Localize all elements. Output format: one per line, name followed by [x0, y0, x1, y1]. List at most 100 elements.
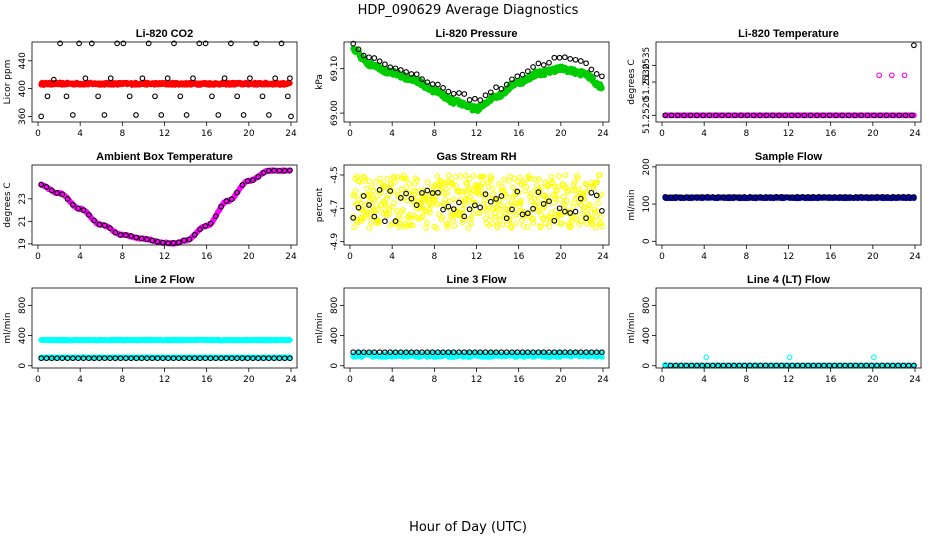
data-point — [370, 187, 377, 194]
data-point — [369, 196, 376, 203]
data-point — [278, 40, 285, 47]
data-point — [517, 200, 524, 206]
data-point — [572, 208, 579, 215]
data-point — [91, 217, 97, 224]
x-tick-label: 4 — [77, 252, 83, 262]
data-point — [372, 179, 379, 185]
data-point — [165, 240, 172, 247]
data-point — [492, 214, 498, 220]
x-tick-label: 12 — [159, 129, 170, 139]
data-point — [128, 233, 134, 239]
data-point — [397, 216, 403, 223]
data-point — [511, 175, 518, 182]
data-point — [112, 229, 119, 236]
data-point — [265, 167, 272, 174]
series-outliers — [876, 72, 908, 79]
data-point — [439, 214, 446, 220]
data-point — [564, 197, 570, 204]
data-point — [814, 112, 820, 119]
x-tick-label: 12 — [471, 252, 482, 262]
data-point — [911, 42, 917, 49]
data-point — [202, 40, 209, 47]
x-tick-label: 24 — [909, 252, 921, 262]
data-point — [250, 177, 256, 184]
data-point — [95, 93, 101, 100]
data-point — [117, 232, 124, 238]
data-point — [376, 58, 383, 65]
data-point — [479, 180, 486, 187]
data-point — [351, 224, 357, 231]
data-point — [358, 215, 365, 222]
x-tick-label: 4 — [389, 375, 395, 385]
x-tick-label: 8 — [119, 129, 125, 139]
data-point — [871, 354, 877, 361]
x-tick-label: 4 — [77, 129, 83, 139]
data-point — [583, 60, 589, 67]
data-point — [133, 234, 140, 241]
panel-co2: Li-820 CO2 Licor ppm 0 4 8 12 16 20 24 360 400 440 — [3, 28, 298, 139]
x-tick-label: 12 — [783, 252, 794, 262]
data-point — [433, 225, 440, 231]
data-point — [503, 193, 510, 200]
data-point — [367, 191, 374, 198]
data-point — [395, 213, 402, 219]
y-tick-label: 800 — [330, 297, 340, 314]
data-point — [546, 223, 553, 230]
data-point — [750, 112, 757, 119]
x-tick-label: 20 — [867, 129, 879, 139]
data-point — [158, 112, 165, 118]
data-point — [788, 112, 795, 119]
data-point — [839, 112, 846, 119]
panel-title: Sample Flow — [755, 151, 823, 163]
y-tick-label: 21 — [18, 216, 28, 227]
data-point — [133, 112, 139, 118]
data-point — [372, 197, 379, 204]
data-point — [807, 112, 814, 119]
data-point — [440, 206, 446, 213]
x-tick-label: 20 — [555, 252, 567, 262]
data-point — [391, 200, 397, 206]
data-point — [419, 76, 425, 82]
data-point — [687, 112, 694, 119]
x-tick-label: 20 — [555, 129, 567, 139]
series-fine — [350, 172, 605, 232]
data-point — [515, 189, 522, 196]
data-point — [410, 188, 417, 194]
x-tick-label: 12 — [783, 129, 794, 139]
x-tick-label: 16 — [825, 375, 837, 385]
data-point — [512, 220, 519, 227]
data-point — [355, 219, 361, 226]
data-point — [379, 182, 386, 189]
data-point — [272, 75, 279, 82]
x-tick-label: 20 — [867, 252, 879, 262]
data-point — [480, 173, 487, 180]
data-point — [459, 206, 465, 213]
panel-title: Li-820 CO2 — [136, 28, 193, 40]
data-point — [510, 193, 517, 200]
data-point — [361, 174, 368, 181]
panel-title: Line 4 (LT) Flow — [747, 274, 830, 286]
x-tick-label: 8 — [431, 375, 437, 385]
data-point — [486, 204, 493, 211]
data-point — [405, 214, 412, 221]
panel-sampleflow: Sample Flow ml/min 0 4 8 12 16 20 24 0 100 200 — [627, 151, 922, 262]
data-point — [396, 224, 403, 230]
data-point — [757, 112, 763, 119]
data-point — [462, 172, 469, 179]
data-point — [368, 213, 374, 220]
data-point — [763, 112, 770, 119]
data-point — [212, 213, 219, 219]
data-point — [599, 73, 605, 80]
y-tick-label: 360 — [18, 108, 28, 125]
x-tick-label: 0 — [659, 375, 665, 385]
data-point — [414, 177, 421, 184]
x-tick-label: 20 — [243, 252, 255, 262]
x-tick-label: 8 — [119, 252, 125, 262]
data-point — [382, 207, 389, 213]
data-point — [191, 231, 198, 238]
data-point — [183, 112, 190, 118]
data-point — [489, 185, 496, 192]
data-point — [441, 189, 448, 196]
data-point — [487, 89, 494, 96]
data-point — [80, 207, 87, 214]
